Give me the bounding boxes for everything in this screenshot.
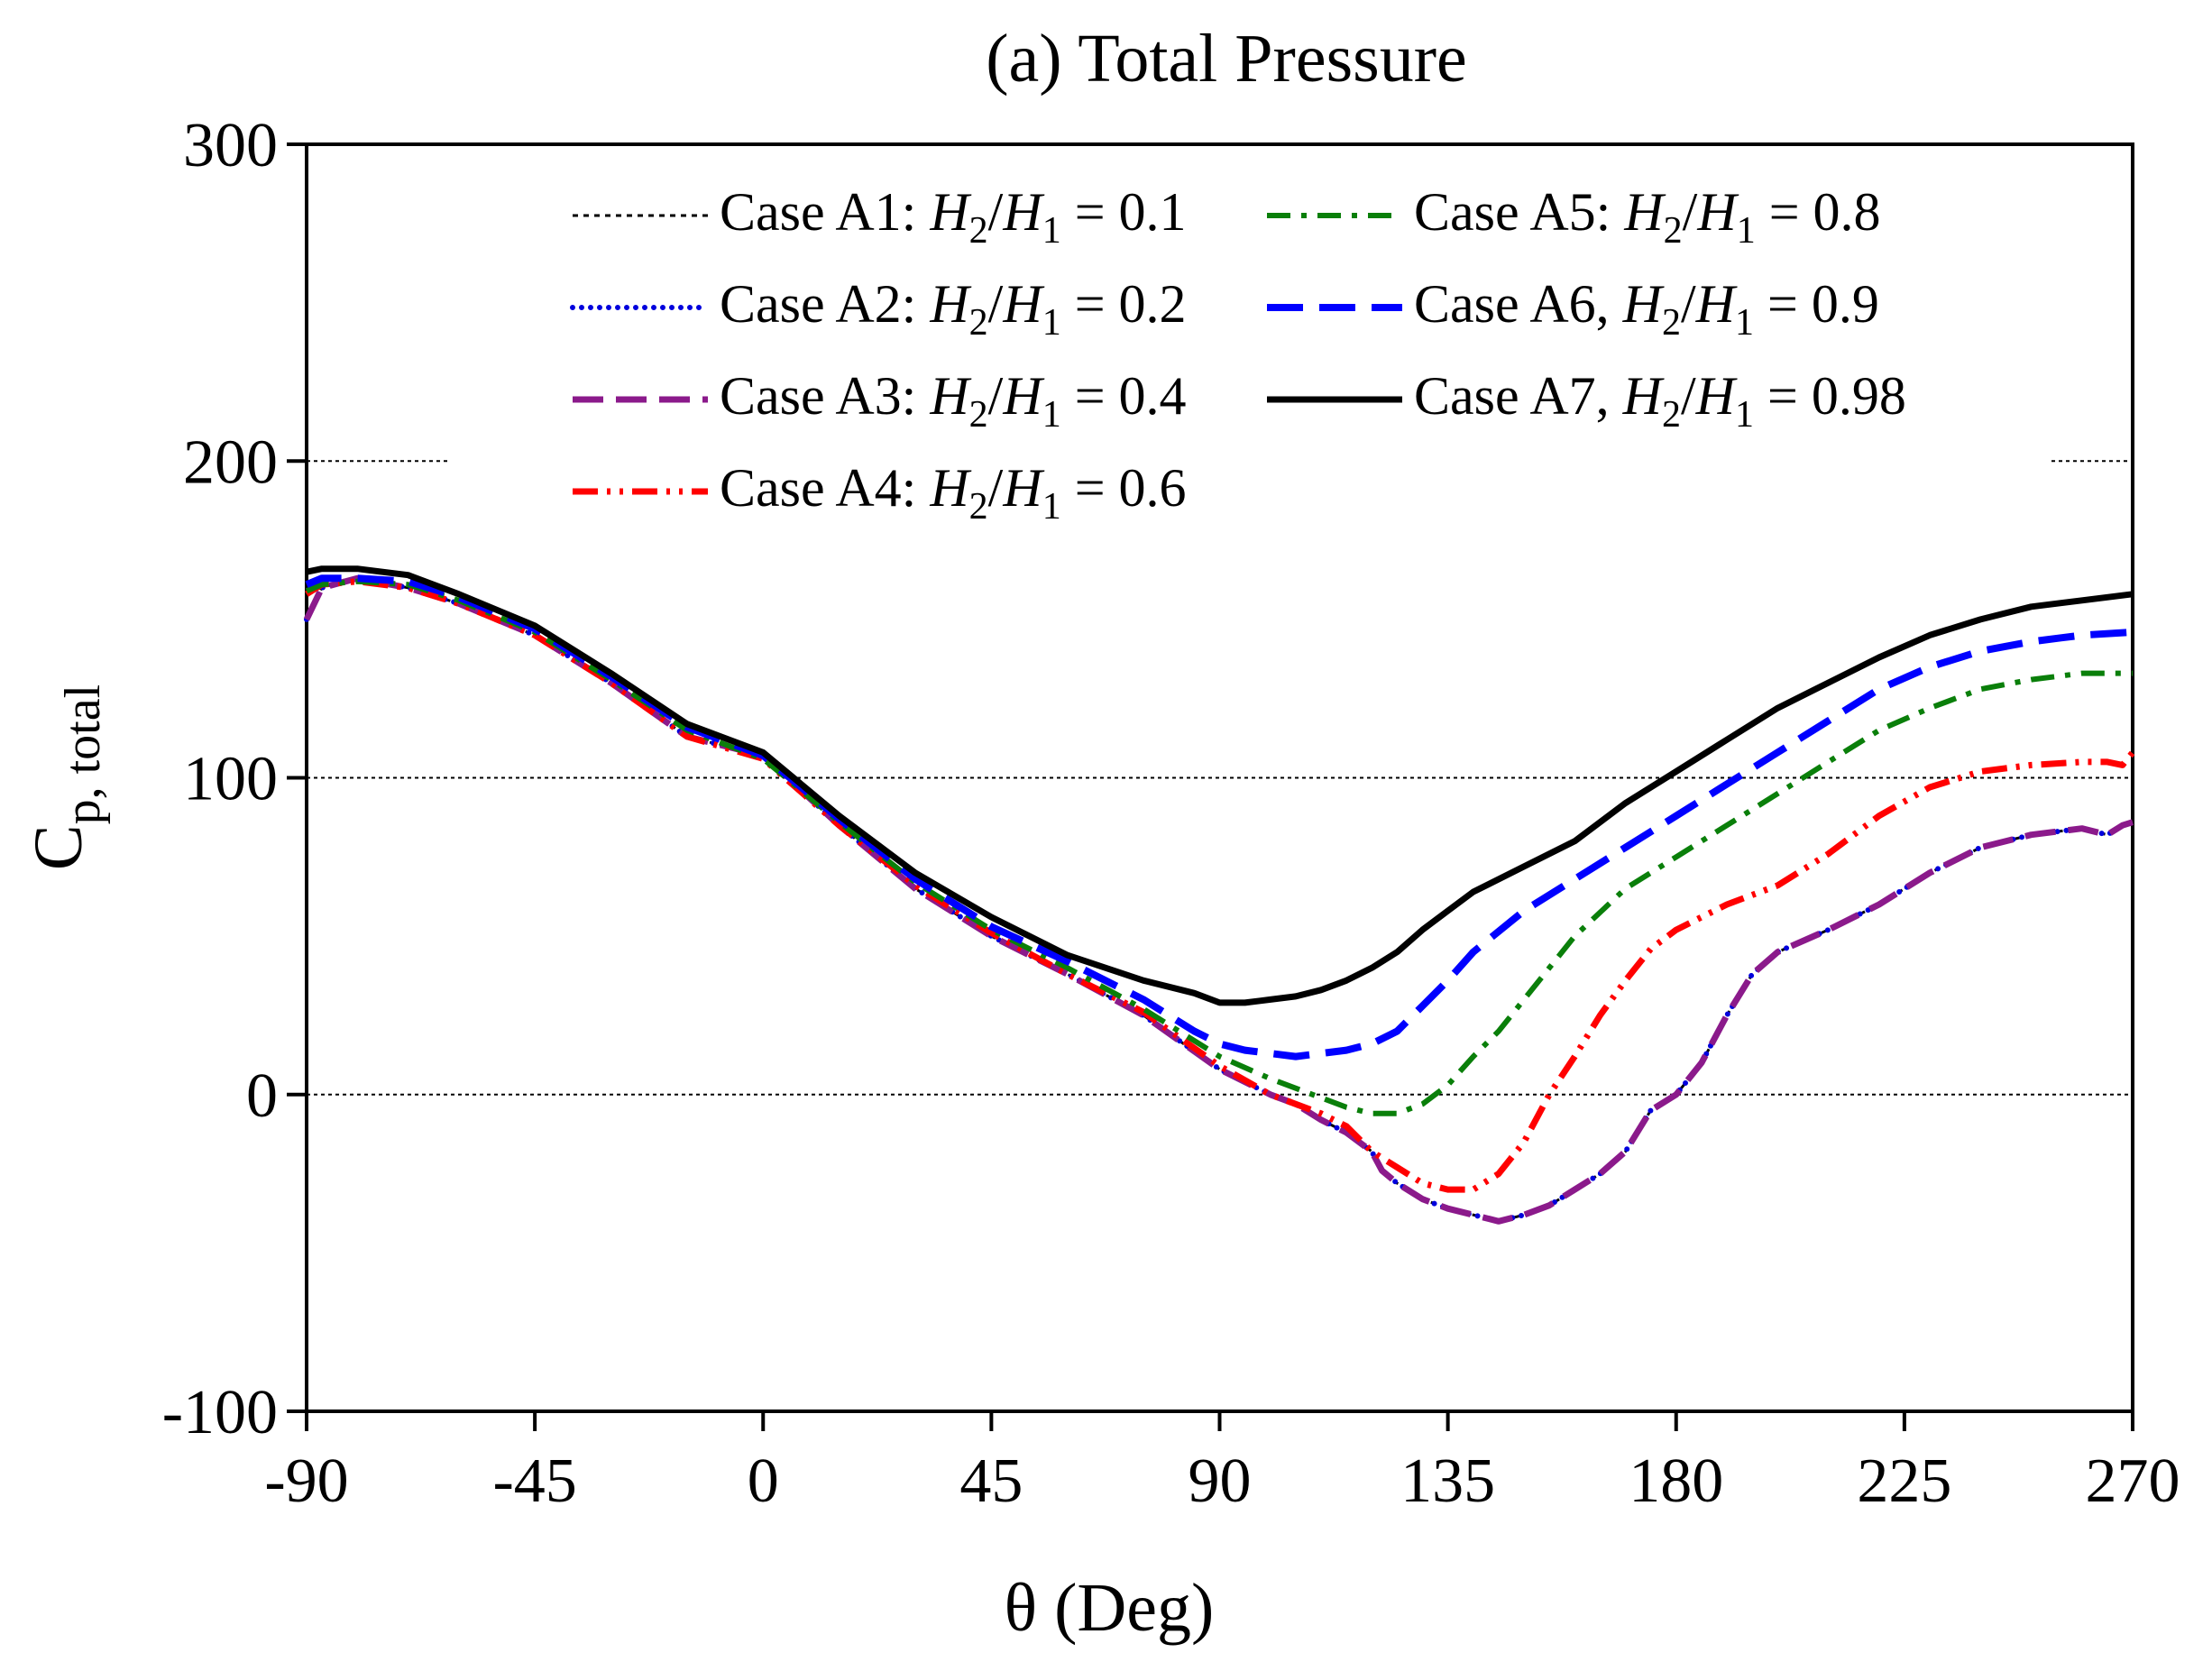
x-tick-label: -45 xyxy=(492,1446,576,1516)
y-tick-label: 100 xyxy=(183,745,278,814)
legend-entry-case-a6: Case A6, H2/H1 = 0.9 xyxy=(1267,274,1879,344)
chart-title: (a) Total Pressure xyxy=(986,21,1467,96)
x-tick-label: 180 xyxy=(1629,1446,1723,1516)
x-tick-label: 45 xyxy=(959,1446,1023,1516)
legend-label: Case A1: H2/H1 = 0.1 xyxy=(720,182,1187,252)
x-tick-label: 270 xyxy=(2086,1446,2180,1516)
x-tick-label: 0 xyxy=(748,1446,779,1516)
series-line-case-a5 xyxy=(305,578,2133,1116)
y-tick-label: 0 xyxy=(246,1061,278,1131)
series-line-case-a2 xyxy=(304,575,2135,1225)
legend-entry-case-a2: Case A2: H2/H1 = 0.2 xyxy=(570,274,1187,344)
legend-entry-case-a7: Case A7, H2/H1 = 0.98 xyxy=(1267,366,1906,436)
legend-label: Case A2: H2/H1 = 0.2 xyxy=(720,274,1187,344)
legend-label: Case A3: H2/H1 = 0.4 xyxy=(720,366,1187,436)
legend-entry-case-a1: Case A1: H2/H1 = 0.1 xyxy=(573,182,1187,252)
legend-entry-case-a4: Case A4: H2/H1 = 0.6 xyxy=(573,458,1187,528)
series-line-case-a4 xyxy=(305,578,2135,1193)
legend: Case A1: H2/H1 = 0.1 Case A2: H2/H1 = 0.2… xyxy=(570,182,1906,528)
series-line-case-a6 xyxy=(305,574,2134,1061)
legend-label: Case A4: H2/H1 = 0.6 xyxy=(720,458,1187,528)
series-line-case-a7 xyxy=(306,565,2134,1006)
series-lines xyxy=(303,565,2135,1225)
x-axis-label: θ (Deg) xyxy=(1005,1570,1215,1646)
y-axis-label-sub: p, total xyxy=(55,684,111,825)
x-tick-label: 90 xyxy=(1189,1446,1252,1516)
legend-label: Case A7, H2/H1 = 0.98 xyxy=(1414,366,1906,436)
y-axis: -100 0 100 200 300 xyxy=(162,111,307,1447)
y-axis-label-main: C xyxy=(21,824,96,870)
series-line-case-a1 xyxy=(305,576,2134,1223)
plot-area xyxy=(303,142,2135,1413)
legend-entry-case-a3: Case A3: H2/H1 = 0.4 xyxy=(573,366,1187,436)
y-tick-label: 200 xyxy=(183,427,278,497)
x-tick-label: -90 xyxy=(264,1446,348,1516)
gridlines xyxy=(307,460,2133,1096)
legend-label: Case A5: H2/H1 = 0.8 xyxy=(1414,182,1881,252)
y-tick-label: 300 xyxy=(183,111,278,180)
y-tick-label: -100 xyxy=(162,1378,278,1447)
y-axis-label: Cp, total xyxy=(21,684,111,870)
legend-label: Case A6, H2/H1 = 0.9 xyxy=(1414,274,1879,344)
x-tick-label: 225 xyxy=(1857,1446,1951,1516)
legend-entry-case-a5: Case A5: H2/H1 = 0.8 xyxy=(1267,182,1881,252)
x-tick-label: 135 xyxy=(1400,1446,1495,1516)
series-line-case-a3 xyxy=(303,574,2134,1225)
x-axis: -90 -45 0 45 90 135 180 225 270 xyxy=(264,1411,2180,1516)
